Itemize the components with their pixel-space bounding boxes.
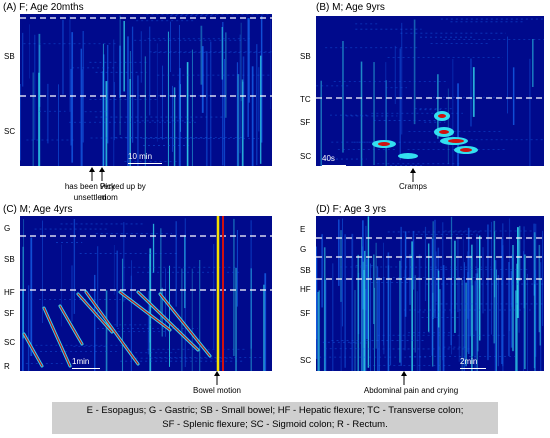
panel-a-label-sc: SC	[4, 127, 16, 136]
panel-c-label-sf: SF	[4, 309, 15, 318]
panel-b-blob-5-core	[460, 148, 472, 152]
panel-b-blob-3-core	[448, 139, 464, 143]
panel-b-scalebar: 40s	[322, 154, 346, 166]
panel-a-motility-map	[20, 14, 272, 166]
panel-d-label-e: E	[300, 225, 306, 234]
panel-a-scale-label: 10 min	[128, 152, 153, 161]
panel-c-arrow-icon	[214, 371, 220, 385]
panel-b-blob-6	[398, 153, 418, 159]
panel-c-title: (C) M; Age 4yrs	[3, 204, 73, 215]
panel-a-plot: 10 min	[20, 14, 272, 166]
panel-d-motility-map	[316, 216, 544, 371]
panel-c-wave	[77, 293, 113, 333]
panel-a-event-2: Picked up by mom	[100, 182, 146, 202]
panel-c-scale-label: 1min	[72, 357, 90, 366]
panel-d-label-hf: HF	[300, 285, 311, 294]
panel-b-plot: 40s	[316, 16, 544, 166]
panel-d-label-g: G	[300, 245, 307, 254]
panel-b-title: (B) M; Age 9yrs	[316, 2, 385, 13]
panel-c-label-r: R	[4, 362, 10, 371]
panel-a-arrow-1-icon	[89, 167, 95, 181]
panel-b-blob-2-core	[439, 130, 449, 134]
panel-d-plot: 2min	[316, 216, 544, 371]
panel-c-wave	[159, 293, 211, 357]
panel-d-title: (D) F; Age 3 yrs	[316, 204, 387, 215]
panel-d-scale-label: 2min	[460, 357, 478, 366]
panel-b-scale-label: 40s	[322, 154, 335, 163]
panel-c-label-sc: SC	[4, 338, 16, 347]
legend-line-1: E - Esopagus; G - Gastric; SB - Small bo…	[86, 405, 464, 416]
panel-c-event-1: Bowel motion	[192, 386, 242, 395]
panel-b-motility-map	[316, 18, 544, 166]
panel-c-wave	[85, 291, 139, 365]
panel-a-scalebar: 10 min	[128, 152, 162, 164]
panel-b-label-sb: SB	[300, 52, 311, 61]
panel-d-arrow-icon	[401, 371, 407, 385]
panel-c-wave	[59, 305, 83, 345]
panel-b-label-sc: SC	[300, 152, 312, 161]
panel-a-event-1: has been very unsettled	[64, 182, 116, 202]
legend-line-2: SF - Splenic flexure; SC - Sigmoid colon…	[162, 419, 388, 430]
panel-c-wave	[23, 333, 43, 367]
panel-c-label-sb: SB	[4, 255, 15, 264]
panel-b-label-tc: TC	[300, 95, 311, 104]
panel-b-blob-4-core	[378, 142, 390, 146]
panel-d-label-sb: SB	[300, 266, 311, 275]
panel-a-label-sb: SB	[4, 52, 15, 61]
panel-b-arrow-icon	[410, 168, 416, 182]
panel-c-wave	[119, 291, 171, 331]
panel-c-scalebar: 1min	[72, 357, 100, 369]
panel-c-wave	[137, 291, 199, 351]
panel-b-label-sf: SF	[300, 118, 311, 127]
panel-c-wave	[43, 307, 71, 367]
panel-a-title: (A) F; Age 20mths	[3, 2, 84, 13]
panel-d-scalebar: 2min	[460, 357, 486, 369]
panel-d-event-1: Abdominal pain and crying	[363, 386, 459, 395]
panel-b-event-1: Cramps	[398, 182, 427, 191]
panel-c-label-g: G	[4, 224, 11, 233]
panel-a-arrow-2-icon	[99, 167, 105, 181]
panel-d-label-sf: SF	[300, 309, 311, 318]
panel-c-label-hf: HF	[4, 288, 15, 297]
panel-d-label-sc: SC	[300, 356, 312, 365]
panel-b-blob-1-core	[438, 114, 446, 118]
panel-c-plot: 1min	[20, 216, 272, 371]
abbreviation-legend: E - Esopagus; G - Gastric; SB - Small bo…	[52, 402, 498, 434]
panel-c-motility-map	[20, 216, 272, 371]
